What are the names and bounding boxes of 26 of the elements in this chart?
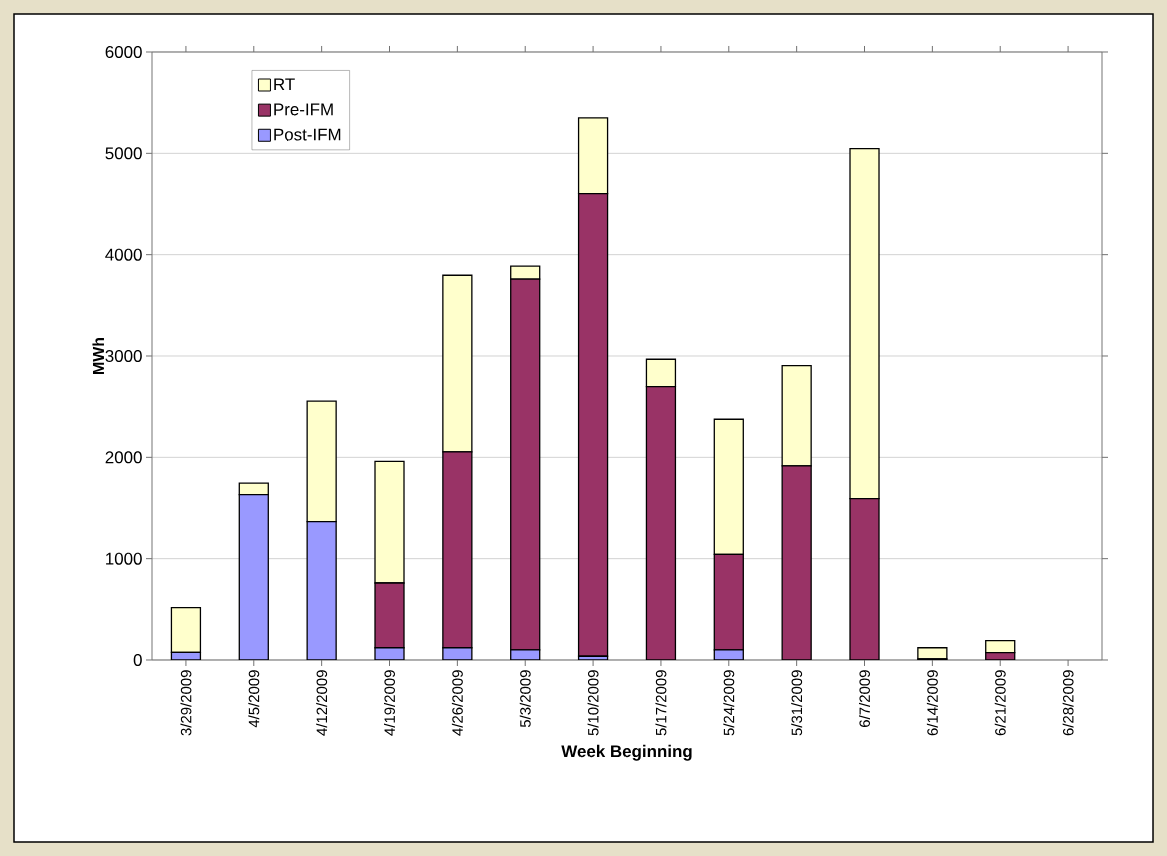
x-tick-label: 6/28/2009 xyxy=(1062,670,1074,736)
x-tick-label: 6/14/2009 xyxy=(926,670,938,736)
x-tick-label: 4/12/2009 xyxy=(316,670,328,736)
y-axis-title: MWh xyxy=(92,337,104,374)
x-tick-label: 4/26/2009 xyxy=(451,670,463,736)
y-tick-label: 2000 xyxy=(105,451,142,464)
y-tick-label: 0 xyxy=(133,654,142,666)
x-tick-label: 4/5/2009 xyxy=(248,670,260,728)
legend-label: Post-IFM xyxy=(274,128,341,141)
x-tick-label: 6/7/2009 xyxy=(859,670,870,727)
y-tick-label: 6000 xyxy=(105,46,142,58)
x-tick-label: 6/21/2009 xyxy=(994,670,1006,736)
legend-label: RT xyxy=(274,78,295,91)
legend-label: Pre-IFM xyxy=(274,103,333,116)
y-tick-label: 1000 xyxy=(106,552,142,565)
y-tick-label: 3000 xyxy=(105,350,142,362)
x-axis-title: Week Beginning xyxy=(561,744,692,761)
x-tick-label: 5/3/2009 xyxy=(519,670,531,728)
x-tick-label: 4/19/2009 xyxy=(384,670,395,736)
x-tick-label: 5/31/2009 xyxy=(791,670,803,736)
x-tick-label: 5/10/2009 xyxy=(587,670,599,736)
y-tick-label: 5000 xyxy=(105,147,142,160)
x-tick-label: 5/17/2009 xyxy=(655,670,667,736)
x-tick-label: 3/29/2009 xyxy=(180,670,192,736)
x-tick-label: 5/24/2009 xyxy=(723,670,735,736)
y-tick-label: 4000 xyxy=(105,248,142,261)
